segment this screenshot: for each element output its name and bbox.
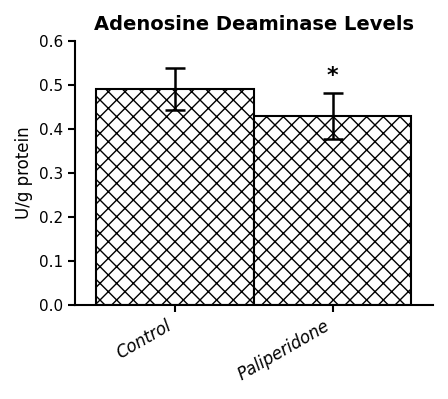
Title: Adenosine Deaminase Levels: Adenosine Deaminase Levels <box>94 15 414 34</box>
Y-axis label: U/g protein: U/g protein <box>15 127 33 219</box>
Text: *: * <box>327 66 338 87</box>
Bar <box>254 116 412 305</box>
Bar <box>96 89 254 305</box>
